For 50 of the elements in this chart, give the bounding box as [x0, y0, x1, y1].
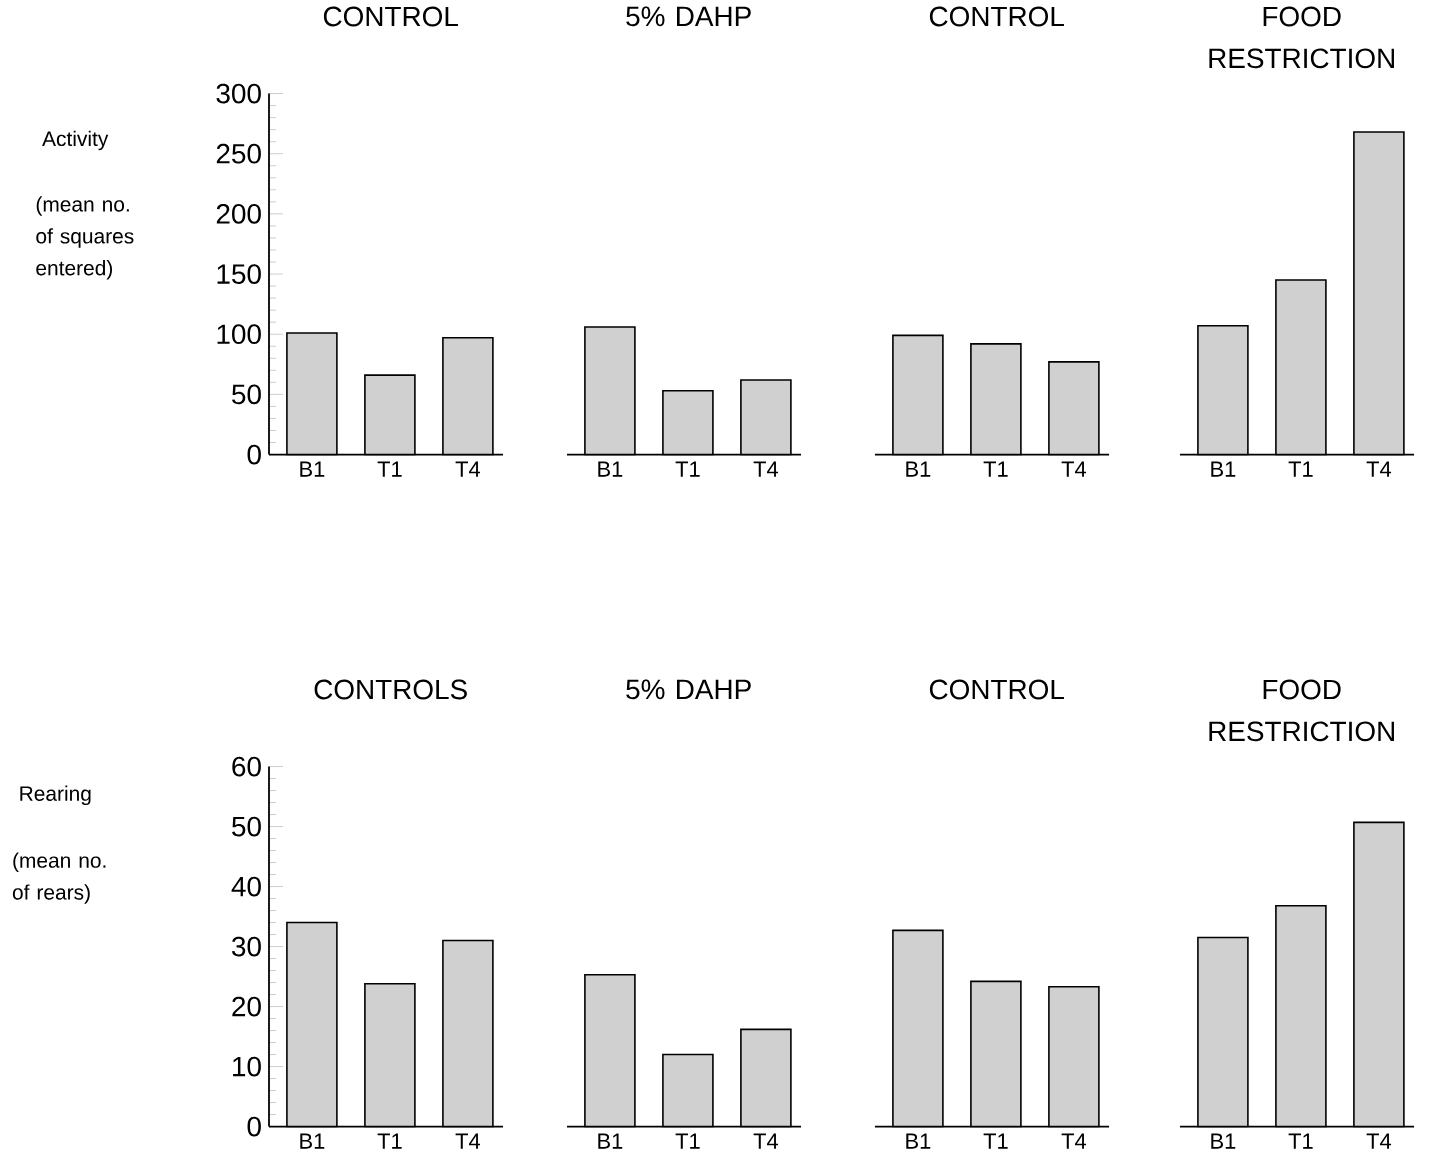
x-tick-label: T1 — [1288, 1133, 1313, 1149]
y-tick-label: 100 — [217, 324, 261, 345]
x-tick-label: T1 — [983, 1133, 1008, 1149]
x-tick-label: T1 — [675, 461, 700, 477]
text: (mean no. of squares entered) — [36, 196, 134, 280]
x-tick-label: B1 — [1211, 461, 1236, 477]
x-tick-label: B1 — [1211, 1133, 1236, 1149]
y-tick-label: 30 — [232, 936, 261, 957]
y-tick-label: 50 — [232, 816, 261, 837]
y-tick-label: 0 — [247, 1116, 261, 1137]
x-tick-label: B1 — [598, 461, 623, 477]
x-tick-label: B1 — [300, 461, 325, 477]
y-tick-label: 250 — [216, 144, 261, 164]
chart-title: CONTROLS — [314, 679, 467, 700]
x-tick-label: B1 — [300, 1133, 325, 1149]
x-tick-label: T4 — [1061, 461, 1087, 477]
y-axis-title: Activity — [42, 130, 109, 151]
x-tick-label: B1 — [906, 461, 931, 477]
x-tick-label: T4 — [455, 461, 481, 477]
x-tick-label: T4 — [1061, 1133, 1087, 1149]
x-tick-label: T1 — [675, 1133, 700, 1149]
y-tick-label: 0 — [247, 444, 261, 465]
y-axis-title: Rearing — [20, 785, 91, 806]
x-tick-label: T4 — [455, 1133, 481, 1149]
y-tick-label: 40 — [231, 876, 261, 897]
chart-title: CONTROL — [929, 679, 1064, 700]
chart-title: 5% DAHP — [626, 679, 751, 700]
chart-title: 5% DAHP — [626, 6, 751, 27]
y-tick-label: 300 — [216, 83, 261, 104]
x-tick-label: B1 — [906, 1133, 931, 1149]
x-tick-label: T1 — [983, 461, 1008, 477]
y-tick-label: 50 — [232, 384, 261, 405]
y-tick-label: 10 — [233, 1056, 261, 1077]
y-tick-label: 200 — [216, 204, 261, 224]
x-tick-label: T1 — [377, 1133, 402, 1149]
chart-title: FOOD RESTRICTION — [1209, 6, 1394, 69]
x-tick-label: T4 — [753, 461, 779, 477]
chart-title: FOOD RESTRICTION — [1209, 679, 1394, 742]
x-tick-label: T4 — [1366, 1133, 1392, 1149]
x-tick-label: B1 — [598, 1133, 623, 1149]
chart-title: CONTROL — [929, 6, 1064, 27]
text: (mean no. of rears) — [12, 852, 106, 905]
y-tick-label: 20 — [232, 996, 261, 1017]
x-tick-label: T4 — [1366, 461, 1392, 477]
y-tick-label: 60 — [232, 756, 261, 777]
y-tick-label: 150 — [217, 264, 261, 285]
x-tick-label: T1 — [1288, 461, 1313, 477]
x-tick-label: T1 — [377, 461, 402, 477]
chart-title: CONTROL — [323, 6, 458, 27]
x-tick-label: T4 — [753, 1133, 779, 1149]
